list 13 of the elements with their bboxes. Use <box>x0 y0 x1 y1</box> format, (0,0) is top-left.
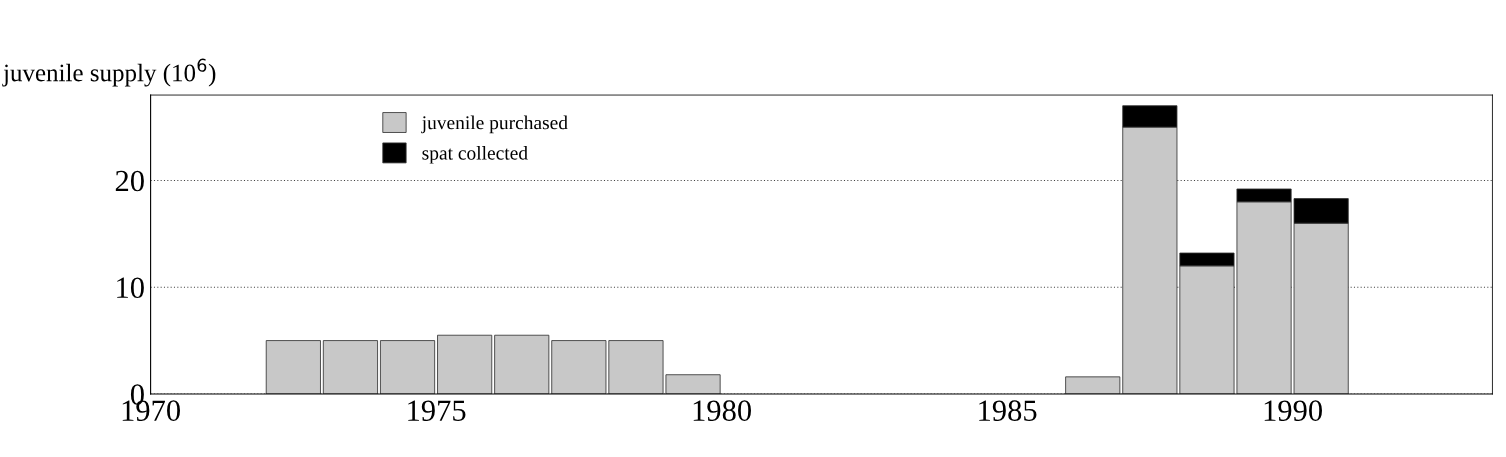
bar <box>437 334 493 394</box>
x-tick-label: 1975 <box>408 400 466 421</box>
legend-label: spat collected <box>422 145 528 164</box>
y-tick-label: 10 <box>117 277 144 299</box>
bar <box>380 340 436 394</box>
bar <box>265 340 321 394</box>
y-tick-label: 20 <box>115 170 144 192</box>
bar <box>322 340 378 394</box>
x-tick-label: 1990 <box>1264 400 1322 421</box>
x-tick-label: 1985 <box>979 400 1037 421</box>
legend-label: juvenile purchased <box>421 115 568 134</box>
y-axis-title: juvenile supply (10$^{6}$) <box>2 58 216 87</box>
x-tick-label: 1980 <box>693 400 751 421</box>
